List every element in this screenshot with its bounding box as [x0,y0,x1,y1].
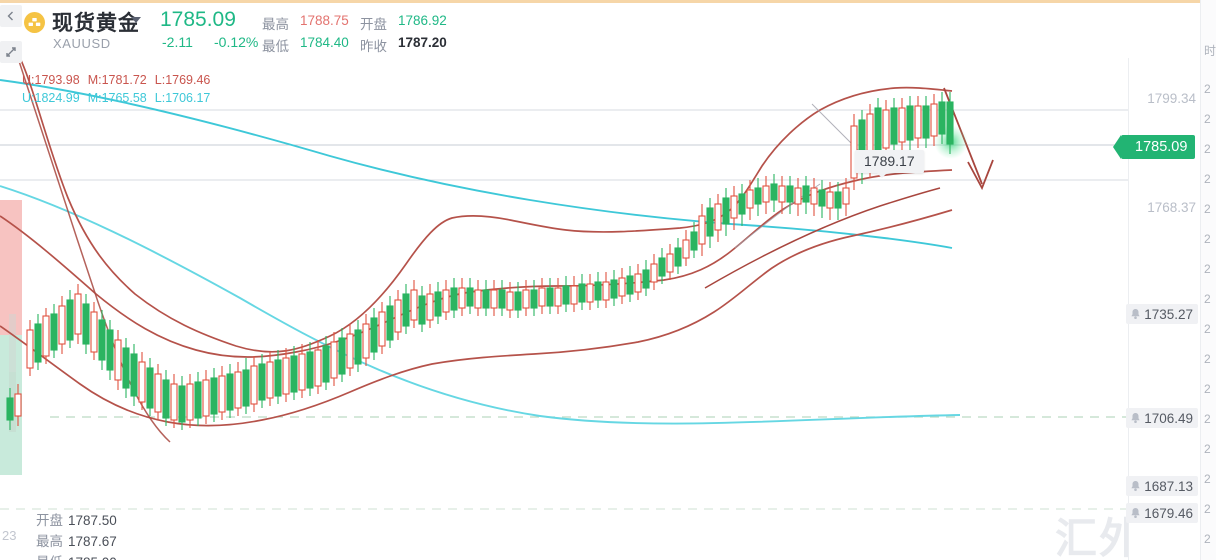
resistance-zone [0,200,22,335]
hover-price-tooltip: 1789.17 [855,150,924,178]
bell-icon [1130,308,1141,320]
strip-tick: 2 [1204,292,1211,306]
strip-tick: 2 [1204,82,1211,96]
current-price-tag: 1785.09 [1112,135,1196,159]
symbol-code: XAUUSD [53,36,111,51]
strip-tick: 2 [1204,532,1211,546]
bell-icon [1130,412,1141,424]
open-value: 1786.92 [398,13,447,28]
alert-price-value: 1735.27 [1144,306,1193,322]
prev-close-value: 1787.20 [398,35,447,50]
price-tick: 1768.37 [1147,200,1196,215]
caret-down-icon[interactable] [131,17,141,23]
strip-tick: 2 [1204,322,1211,336]
change-absolute: -2.11 [162,34,193,50]
ohlc-row: 最低 1785.00 [36,552,117,560]
alert-price-value: 1706.49 [1144,410,1193,426]
boll-lower-line [0,209,953,427]
low-label: 最低 [262,39,289,54]
high-label: 最高 [262,17,289,32]
ohlc-label: 最高 [36,534,63,549]
strip-tick: 2 [1204,112,1211,126]
open-label: 开盘 [360,17,387,32]
symbol-name: 现货黄金 [52,12,140,35]
alert-price-value: 1687.13 [1144,478,1193,494]
strip-tick: 2 [1204,382,1211,396]
price-alert-tag[interactable]: 1687.13 [1126,476,1198,496]
ma-upper-line [0,79,953,249]
boll-middle-line [0,169,953,358]
strip-tick: 2 [1204,502,1211,516]
instrument-header: 现货黄金 XAUUSD 1785.09 -2.11 -0.12% 最高 1788… [0,0,1216,63]
header-accent-bar [0,0,1216,3]
trend-line-1 [17,58,171,443]
ohlc-tooltip: 开盘 1787.50 最高 1787.67 最低 1785.00 [36,510,117,560]
high-value: 1788.75 [300,13,349,28]
strip-tick: 2 [1204,442,1211,456]
price-alert-tag[interactable]: 1679.46 [1126,503,1198,523]
axis-date-label: 23 [2,528,17,543]
chevron-left-icon[interactable] [0,5,22,27]
strip-tick: 2 [1204,202,1211,216]
strip-header: 时 [1204,44,1216,58]
expand-arrows-icon[interactable] [0,41,22,63]
chart-canvas [0,58,1128,510]
strip-tick: 2 [1204,142,1211,156]
ohlc-row: 最高 1787.67 [36,531,117,552]
gold-bars-icon [24,12,45,33]
strip-tick: 2 [1204,412,1211,426]
ohlc-label: 最低 [36,555,63,560]
prev-close-label: 昨收 [360,39,387,54]
strip-tick: 2 [1204,172,1211,186]
strip-tick: 2 [1204,232,1211,246]
price-axis[interactable]: 1785.09 1799.34 1768.37 1735.27 1706.49 1687… [1112,58,1200,560]
last-price: 1785.09 [160,8,236,31]
bell-icon [1130,507,1141,519]
candlestick-chart[interactable]: U:1793.98 M:1781.72 L:1769.46 U:1824.99 M:1… [0,58,1128,560]
price-alert-tag[interactable]: 1735.27 [1126,304,1198,324]
ohlc-value: 1787.50 [68,513,117,528]
alert-price-value: 1679.46 [1144,505,1193,521]
price-alert-tag[interactable]: 1706.49 [1126,408,1198,428]
low-value: 1784.40 [300,35,349,50]
change-percent: -0.12% [214,34,259,50]
bell-icon [1130,480,1141,492]
ohlc-label: 开盘 [36,513,63,528]
candle-series [6,92,954,430]
ma-lower-line [0,185,961,425]
ohlc-value: 1787.67 [68,534,117,549]
price-tick: 1799.34 [1147,91,1196,106]
ohlc-row: 开盘 1787.50 [36,510,117,531]
trend-line-2 [704,187,941,289]
strip-tick: 2 [1204,352,1211,366]
strip-tick: 2 [1204,472,1211,486]
ohlc-value: 1785.00 [68,555,117,560]
strip-tick: 2 [1204,262,1211,276]
boll-upper-line [19,58,953,353]
right-edge-strip[interactable]: 时 2 2 2 2 2 2 2 2 2 2 2 2 2 2 2 2 [1200,0,1216,560]
